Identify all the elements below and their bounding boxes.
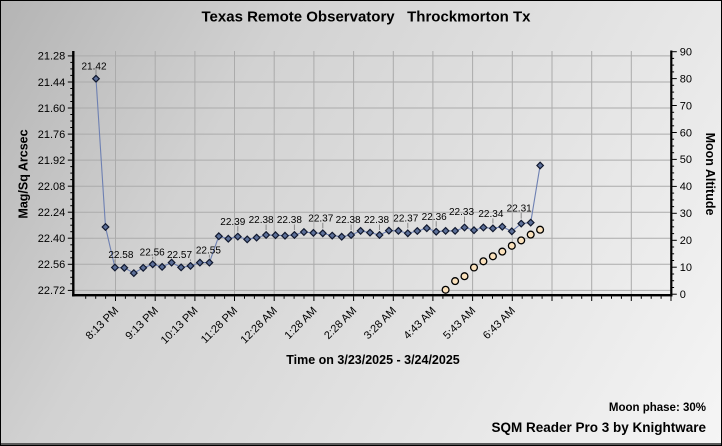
svg-text:22.57: 22.57 [167, 250, 192, 261]
svg-text:70: 70 [680, 100, 692, 112]
svg-text:22.72: 22.72 [38, 285, 66, 297]
svg-text:21.44: 21.44 [38, 77, 66, 89]
svg-text:22.39: 22.39 [220, 217, 245, 228]
svg-text:5:43 AM: 5:43 AM [441, 305, 478, 342]
svg-text:22.56: 22.56 [38, 259, 66, 271]
svg-text:60: 60 [680, 127, 692, 139]
svg-text:22.38: 22.38 [249, 215, 274, 226]
svg-text:Texas Remote Observatory Thr: Texas Remote Observatory Throckmorton Tx [202, 9, 532, 26]
svg-text:20: 20 [680, 235, 692, 247]
svg-text:80: 80 [680, 73, 692, 85]
svg-text:2:28 AM: 2:28 AM [322, 305, 359, 342]
svg-text:4:43 AM: 4:43 AM [401, 305, 438, 342]
svg-text:Time on 3/23/2025 - 3/24/2025: Time on 3/23/2025 - 3/24/2025 [286, 353, 460, 367]
svg-text:40: 40 [680, 181, 692, 193]
svg-text:22.56: 22.56 [140, 248, 165, 259]
svg-text:SQM Reader Pro 3 by Knightware: SQM Reader Pro 3 by Knightware [491, 420, 706, 435]
svg-text:10:13 PM: 10:13 PM [159, 305, 201, 347]
svg-text:0: 0 [680, 289, 686, 301]
svg-text:22.40: 22.40 [38, 233, 66, 245]
svg-text:22.31: 22.31 [507, 203, 532, 214]
svg-text:30: 30 [680, 208, 692, 220]
svg-text:21.60: 21.60 [38, 103, 66, 115]
svg-text:90: 90 [680, 47, 692, 59]
svg-text:8:13 PM: 8:13 PM [84, 305, 121, 342]
svg-text:22.38: 22.38 [277, 215, 302, 226]
svg-text:10: 10 [680, 262, 692, 274]
svg-text:21.92: 21.92 [38, 155, 66, 167]
svg-text:21.76: 21.76 [38, 129, 66, 141]
svg-text:22.08: 22.08 [38, 181, 66, 193]
svg-text:22.34: 22.34 [478, 209, 503, 220]
svg-text:21.28: 21.28 [38, 51, 66, 63]
svg-text:22.33: 22.33 [449, 207, 474, 218]
svg-text:12:28 AM: 12:28 AM [238, 305, 279, 346]
svg-text:22.37: 22.37 [308, 214, 333, 225]
svg-text:22.24: 22.24 [38, 207, 66, 219]
svg-text:21.42: 21.42 [81, 61, 106, 72]
svg-text:22.36: 22.36 [422, 212, 447, 223]
svg-text:9:13 PM: 9:13 PM [123, 305, 160, 342]
svg-text:22.37: 22.37 [393, 214, 418, 225]
svg-text:Mag/Sq Arcsec: Mag/Sq Arcsec [17, 129, 31, 218]
svg-text:11:28 PM: 11:28 PM [199, 305, 240, 346]
svg-text:50: 50 [680, 154, 692, 166]
svg-text:22.55: 22.55 [196, 245, 221, 256]
svg-text:22.58: 22.58 [108, 250, 133, 261]
svg-text:22.38: 22.38 [364, 215, 389, 226]
svg-text:1:28 AM: 1:28 AM [282, 305, 319, 342]
svg-text:Moon Altitude: Moon Altitude [703, 133, 717, 216]
svg-text:3:28 AM: 3:28 AM [362, 305, 399, 342]
svg-text:Moon phase: 30%: Moon phase: 30% [609, 402, 706, 414]
svg-text:6:43 AM: 6:43 AM [481, 305, 518, 342]
svg-text:22.38: 22.38 [336, 215, 361, 226]
